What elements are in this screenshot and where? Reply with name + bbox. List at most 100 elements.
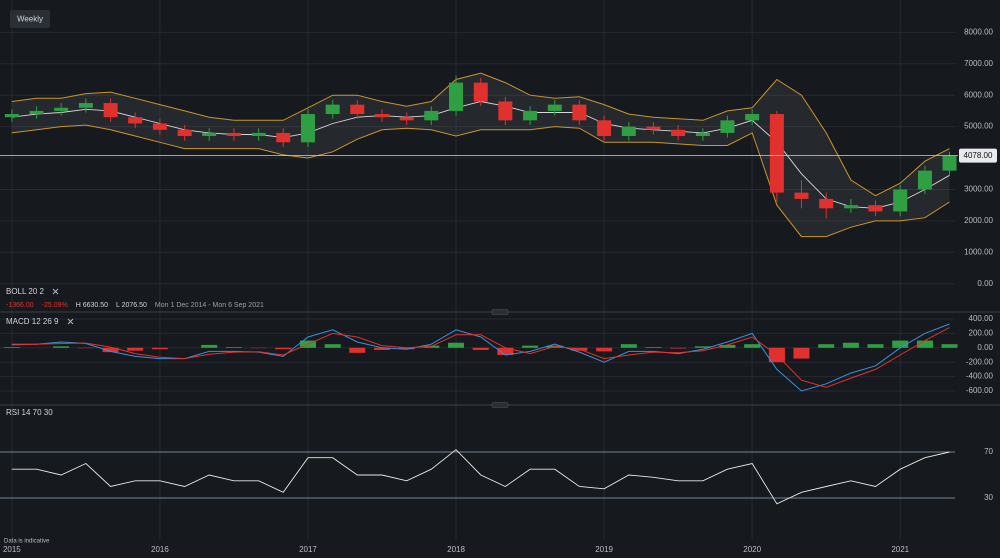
- candle-body: [4, 114, 19, 118]
- stat: L 2076.50: [116, 302, 147, 309]
- y-tick-label: 30: [984, 493, 993, 502]
- candle-body: [300, 114, 315, 143]
- candle-body: [621, 126, 636, 137]
- y-tick-label: 0.00: [977, 279, 993, 288]
- candle-body: [671, 129, 686, 137]
- macd-histogram-bar: [818, 344, 835, 348]
- stat: -25.09%: [42, 302, 68, 309]
- candle-body: [177, 129, 192, 137]
- close-icon[interactable]: [67, 318, 74, 325]
- candle-body: [375, 114, 389, 118]
- x-tick-label: 2019: [595, 545, 613, 554]
- y-tick-label: 0.00: [977, 343, 993, 352]
- candle-body: [449, 82, 464, 111]
- macd-histogram-bar: [497, 347, 514, 355]
- macd-histogram-bar: [53, 346, 70, 348]
- macd-histogram-bar: [941, 344, 958, 348]
- y-tick-label: 70: [984, 447, 993, 456]
- candle-body: [523, 110, 538, 121]
- x-tick-label: 2015: [3, 545, 21, 554]
- stat: Mon 1 Dec 2014 - Mon 6 Sep 2021: [155, 302, 264, 309]
- macd-histogram-bar: [892, 340, 909, 348]
- x-tick-label: 2016: [151, 545, 169, 554]
- candle-body: [745, 114, 760, 121]
- candle-body: [152, 123, 167, 130]
- candle-body: [128, 117, 143, 124]
- indicator-label: MACD 12 26 9: [6, 317, 59, 326]
- timeframe[interactable]: Weekly: [17, 15, 43, 24]
- stats: -1366.00 -25.09% H 6630.50 L 2076.50 Mon 1 D…: [6, 302, 264, 309]
- stat: H 6630.50: [76, 302, 108, 309]
- panel-resize-handle[interactable]: [491, 309, 509, 315]
- macd-histogram-bar: [349, 347, 366, 353]
- candle-body: [251, 132, 266, 137]
- macd-histogram-bar: [670, 347, 687, 349]
- last-price-box: [959, 148, 997, 163]
- macd-histogram-bar: [744, 344, 761, 348]
- candle-body: [572, 104, 587, 121]
- y-tick-label: -200.00: [966, 357, 994, 366]
- macd-histogram-bar: [102, 347, 119, 353]
- y-tick-label: 2000.00: [964, 216, 993, 225]
- macd-histogram-bar: [275, 347, 292, 350]
- footer-note: Data is indicative: [4, 539, 50, 545]
- candle-body: [695, 132, 710, 137]
- candle-body: [942, 155, 957, 171]
- y-tick-label: 8000.00: [964, 27, 993, 36]
- x-tick-label: 2020: [743, 545, 761, 554]
- macd-histogram-bar: [225, 347, 242, 348]
- candle-body: [843, 205, 858, 209]
- x-tick-label: 2018: [447, 545, 465, 554]
- timeframe-button[interactable]: [10, 10, 50, 28]
- marks: [0, 72, 958, 505]
- candle-body: [226, 132, 241, 137]
- candle-body: [597, 120, 612, 137]
- macd-histogram-bar: [3, 347, 20, 348]
- candle-body: [103, 103, 118, 118]
- signal-line: [11, 327, 950, 388]
- y-tick-label: 200.00: [969, 328, 994, 337]
- macd-histogram-bar: [522, 345, 539, 348]
- macd-histogram-bar: [596, 347, 613, 352]
- macd-histogram-bar: [793, 347, 810, 359]
- macd-histogram-bar: [127, 347, 144, 351]
- macd-histogram-bar: [842, 342, 859, 348]
- macd-histogram-bar: [201, 344, 218, 348]
- y-tick-label: -400.00: [966, 372, 994, 381]
- y-tick-label: 1000.00: [964, 247, 993, 256]
- y-tick-label: 7000.00: [964, 59, 993, 68]
- macd-histogram-bar: [151, 347, 168, 350]
- macd-histogram-bar: [448, 342, 465, 348]
- candle-body: [399, 117, 414, 121]
- x-tick-label: 2021: [891, 545, 909, 554]
- stat: -1366.00: [6, 302, 34, 309]
- y-tick-label: 5000.00: [964, 122, 993, 131]
- close-icon[interactable]: [52, 288, 59, 295]
- candle-body: [350, 104, 365, 115]
- candle-body: [794, 192, 809, 199]
- macd-histogram-bar: [324, 344, 341, 348]
- candle-body: [646, 126, 661, 130]
- rsi-line: [11, 449, 950, 505]
- indicator-label: BOLL 20 2: [6, 287, 45, 296]
- candle-body: [868, 205, 883, 212]
- candle-body: [276, 132, 291, 143]
- candle-body: [547, 104, 562, 111]
- candle-body: [202, 132, 217, 137]
- macd-line: [11, 323, 950, 392]
- macd-histogram-bar: [694, 346, 711, 348]
- macd-histogram-bar: [719, 344, 736, 348]
- panel-resize-handle[interactable]: [491, 402, 509, 408]
- indicator-label: RSI 14 70 30: [6, 408, 53, 417]
- macd-histogram-bar: [867, 344, 884, 348]
- candle-body: [893, 189, 908, 212]
- macd-histogram-bar: [398, 347, 415, 350]
- candle-body: [769, 114, 784, 193]
- y-tick-label: 6000.00: [964, 90, 993, 99]
- candle-body: [819, 198, 834, 209]
- candle-body: [917, 170, 932, 190]
- last-price-label: 4078.00: [964, 151, 993, 160]
- x-tick-label: 2017: [299, 545, 317, 554]
